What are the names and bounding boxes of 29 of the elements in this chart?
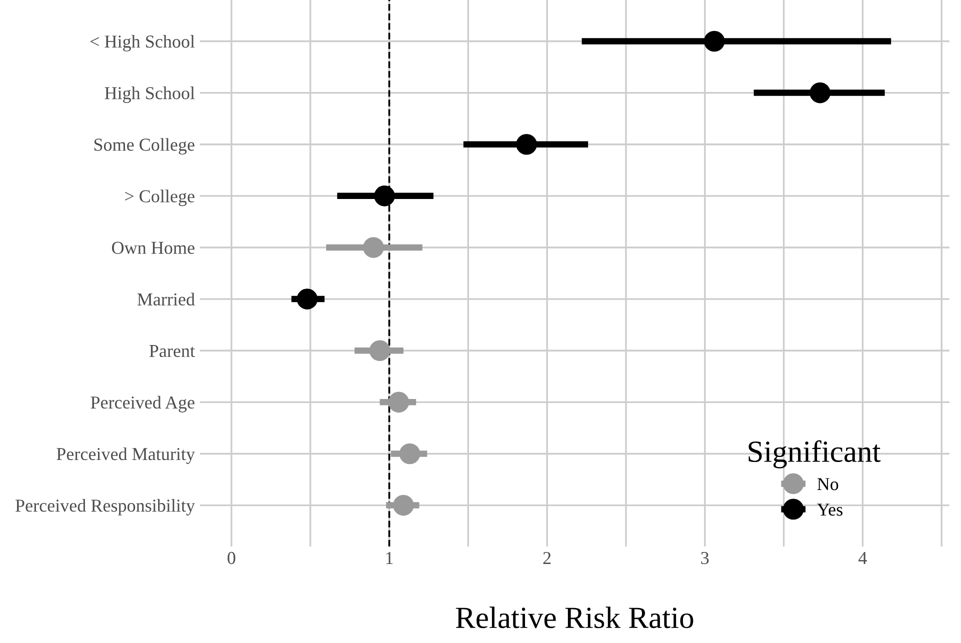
point [399,443,420,464]
x-tick-label: 1 [386,552,393,564]
y-tick-label: > College [125,190,194,206]
legend-label: No [817,478,838,490]
point [810,82,830,104]
y-tick-label: Some College [94,138,194,155]
x-tick-label: 3 [701,552,709,564]
x-tick-label: 0 [228,552,236,564]
x-tick-label: 4 [858,552,867,564]
y-tick-label: < High School [90,34,195,52]
point [363,237,384,258]
point [516,134,537,155]
point [393,494,414,516]
y-tick-label: Married [137,292,195,306]
point [296,288,318,310]
point [704,30,725,52]
y-tick-label: Parent [149,345,195,358]
y-tick-label: High School [104,86,195,103]
y-tick-label: Perceived Maturity [56,447,195,464]
point [374,186,395,206]
legend-label: Yes [817,504,842,516]
point [369,340,390,362]
y-tick-label: Perceived Age [90,396,194,412]
x-axis-title: Relative Risk Ratio [456,606,694,628]
y-tick-label: Own Home [112,242,194,254]
legend-title: Significant [748,440,881,468]
point [388,392,410,413]
y-tick-label: Perceived Responsibility [16,499,195,516]
x-tick-label: 2 [543,552,551,564]
